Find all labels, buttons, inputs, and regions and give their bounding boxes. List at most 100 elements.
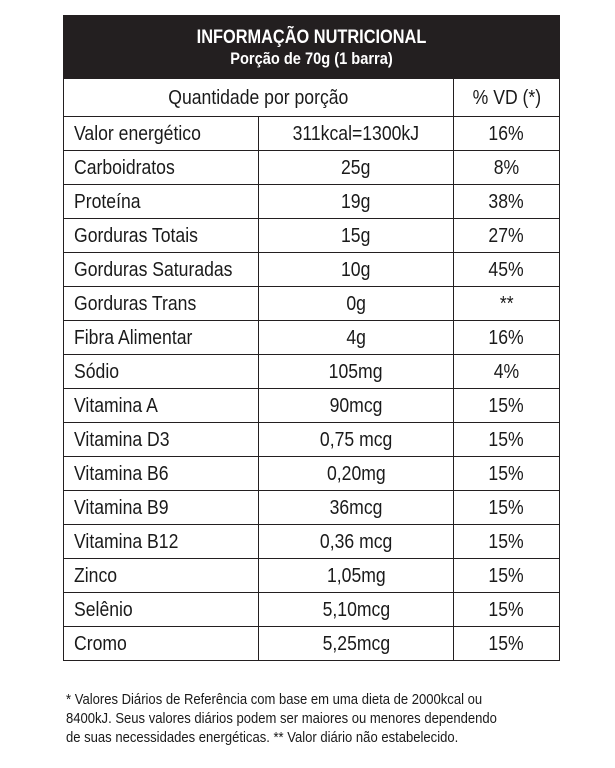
nutrient-amount: 0,36 mcg bbox=[319, 530, 393, 553]
nutrient-amount: 0,75 mcg bbox=[319, 428, 393, 451]
nutrient-dv-cell: 38% bbox=[453, 184, 560, 219]
nutrient-name-cell: Vitamina B6 bbox=[63, 456, 259, 491]
nutrient-name-cell: Fibra Alimentar bbox=[63, 320, 259, 355]
dv-header: % VD (*) bbox=[453, 78, 560, 117]
nutrient-amount: 105mg bbox=[329, 360, 383, 383]
nutrient-dv: 15% bbox=[488, 462, 525, 485]
nutrient-amount-cell: 0g bbox=[258, 286, 454, 321]
nutrition-facts-panel: INFORMAÇÃO NUTRICIONAL Porção de 70g (1 … bbox=[63, 15, 560, 661]
nutrient-dv-cell: 15% bbox=[453, 524, 560, 559]
nutrient-name-cell: Valor energético bbox=[63, 116, 259, 151]
nutrient-dv: 16% bbox=[488, 122, 525, 145]
nutrient-amount-cell: 0,20mg bbox=[258, 456, 454, 491]
nutrient-amount-cell: 0,75 mcg bbox=[258, 422, 454, 457]
footnote-line-2: 8400kJ. Seus valores diários podem ser m… bbox=[66, 710, 497, 727]
table-row: Vitamina A 90mcg 15% bbox=[63, 388, 560, 423]
nutrient-name: Selênio bbox=[74, 598, 133, 621]
nutrient-name-cell: Sódio bbox=[63, 354, 259, 389]
nutrient-name: Valor energético bbox=[74, 122, 201, 145]
serving-size: Porção de 70g (1 barra) bbox=[230, 49, 393, 68]
nutrient-dv: 15% bbox=[488, 428, 525, 451]
table-row: Vitamina B12 0,36 mcg 15% bbox=[63, 524, 560, 559]
table-row: Valor energético 311kcal=1300kJ 16% bbox=[63, 116, 560, 151]
nutrient-dv: 4% bbox=[493, 360, 520, 383]
nutrient-amount: 1,05mg bbox=[326, 564, 386, 587]
nutrient-name: Zinco bbox=[74, 564, 118, 587]
nutrient-dv: 15% bbox=[488, 496, 525, 519]
nutrient-dv: 38% bbox=[488, 190, 525, 213]
table-row: Proteína 19g 38% bbox=[63, 184, 560, 219]
table-row: Zinco 1,05mg 15% bbox=[63, 558, 560, 593]
nutrient-dv-cell: 16% bbox=[453, 320, 560, 355]
table-header-row: Quantidade por porção % VD (*) bbox=[63, 78, 560, 117]
nutrient-amount-cell: 5,10mcg bbox=[258, 592, 454, 627]
nutrient-name-cell: Gorduras Totais bbox=[63, 218, 259, 253]
nutrient-amount-cell: 36mcg bbox=[258, 490, 454, 525]
table-row: Vitamina D3 0,75 mcg 15% bbox=[63, 422, 560, 457]
dv-header-label: % VD (*) bbox=[472, 86, 541, 109]
table-row: Cromo 5,25mcg 15% bbox=[63, 626, 560, 661]
nutrient-name-cell: Zinco bbox=[63, 558, 259, 593]
nutrient-amount-cell: 105mg bbox=[258, 354, 454, 389]
nutrient-dv-cell: 16% bbox=[453, 116, 560, 151]
nutrient-name: Carboidratos bbox=[74, 156, 175, 179]
nutrient-dv: 8% bbox=[493, 156, 520, 179]
nutrient-dv-cell: 15% bbox=[453, 592, 560, 627]
nutrient-name: Vitamina A bbox=[74, 394, 158, 417]
nutrient-amount-cell: 90mcg bbox=[258, 388, 454, 423]
nutrient-dv: ** bbox=[499, 292, 514, 315]
nutrient-name: Sódio bbox=[74, 360, 120, 383]
table-row: Gorduras Totais 15g 27% bbox=[63, 218, 560, 253]
nutrient-name: Cromo bbox=[74, 632, 127, 655]
nutrient-dv: 16% bbox=[488, 326, 525, 349]
nutrient-name-cell: Vitamina D3 bbox=[63, 422, 259, 457]
nutrient-amount-cell: 5,25mcg bbox=[258, 626, 454, 661]
table-row: Fibra Alimentar 4g 16% bbox=[63, 320, 560, 355]
footnote-line-3: de suas necessidades energéticas. ** Val… bbox=[66, 729, 459, 746]
nutrient-amount-cell: 15g bbox=[258, 218, 454, 253]
nutrient-amount: 15g bbox=[341, 224, 371, 247]
nutrient-dv: 15% bbox=[488, 632, 525, 655]
nutrient-name-cell: Cromo bbox=[63, 626, 259, 661]
nutrient-name-cell: Vitamina B9 bbox=[63, 490, 259, 525]
footnote-line-1: * Valores Diários de Referência com base… bbox=[66, 691, 483, 708]
nutrient-dv: 15% bbox=[488, 394, 525, 417]
nutrient-name: Gorduras Totais bbox=[74, 224, 198, 247]
nutrient-name: Proteína bbox=[74, 190, 141, 213]
nutrient-amount: 10g bbox=[341, 258, 371, 281]
nutrient-name: Vitamina D3 bbox=[74, 428, 170, 451]
nutrient-name-cell: Carboidratos bbox=[63, 150, 259, 185]
quantity-header: Quantidade por porção bbox=[63, 78, 454, 117]
nutrient-name-cell: Selênio bbox=[63, 592, 259, 627]
nutrient-amount-cell: 10g bbox=[258, 252, 454, 287]
nutrient-dv-cell: 27% bbox=[453, 218, 560, 253]
nutrient-dv: 15% bbox=[488, 564, 525, 587]
nutrition-title: INFORMAÇÃO NUTRICIONAL bbox=[196, 27, 427, 48]
nutrient-dv-cell: 15% bbox=[453, 456, 560, 491]
nutrient-dv-cell: 15% bbox=[453, 422, 560, 457]
nutrient-name: Gorduras Trans bbox=[74, 292, 197, 315]
nutrient-name: Fibra Alimentar bbox=[74, 326, 193, 349]
nutrient-amount: 25g bbox=[341, 156, 371, 179]
nutrient-dv: 27% bbox=[488, 224, 525, 247]
nutrient-amount-cell: 4g bbox=[258, 320, 454, 355]
nutrient-amount-cell: 25g bbox=[258, 150, 454, 185]
nutrient-name: Vitamina B12 bbox=[74, 530, 179, 553]
nutrient-amount-cell: 0,36 mcg bbox=[258, 524, 454, 559]
nutrient-amount: 4g bbox=[346, 326, 366, 349]
nutrient-dv-cell: 45% bbox=[453, 252, 560, 287]
nutrient-dv-cell: 15% bbox=[453, 558, 560, 593]
nutrient-amount: 0,20mg bbox=[326, 462, 386, 485]
table-row: Carboidratos 25g 8% bbox=[63, 150, 560, 185]
nutrient-dv: 45% bbox=[488, 258, 525, 281]
nutrient-amount: 36mcg bbox=[329, 496, 383, 519]
nutrient-dv-cell: 15% bbox=[453, 388, 560, 423]
nutrient-name-cell: Proteína bbox=[63, 184, 259, 219]
nutrient-name-cell: Vitamina B12 bbox=[63, 524, 259, 559]
nutrient-name-cell: Vitamina A bbox=[63, 388, 259, 423]
nutrient-name: Vitamina B6 bbox=[74, 462, 169, 485]
table-row: Gorduras Saturadas 10g 45% bbox=[63, 252, 560, 287]
nutrient-dv-cell: 8% bbox=[453, 150, 560, 185]
quantity-header-label: Quantidade por porção bbox=[168, 86, 349, 109]
nutrient-dv-cell: 15% bbox=[453, 626, 560, 661]
